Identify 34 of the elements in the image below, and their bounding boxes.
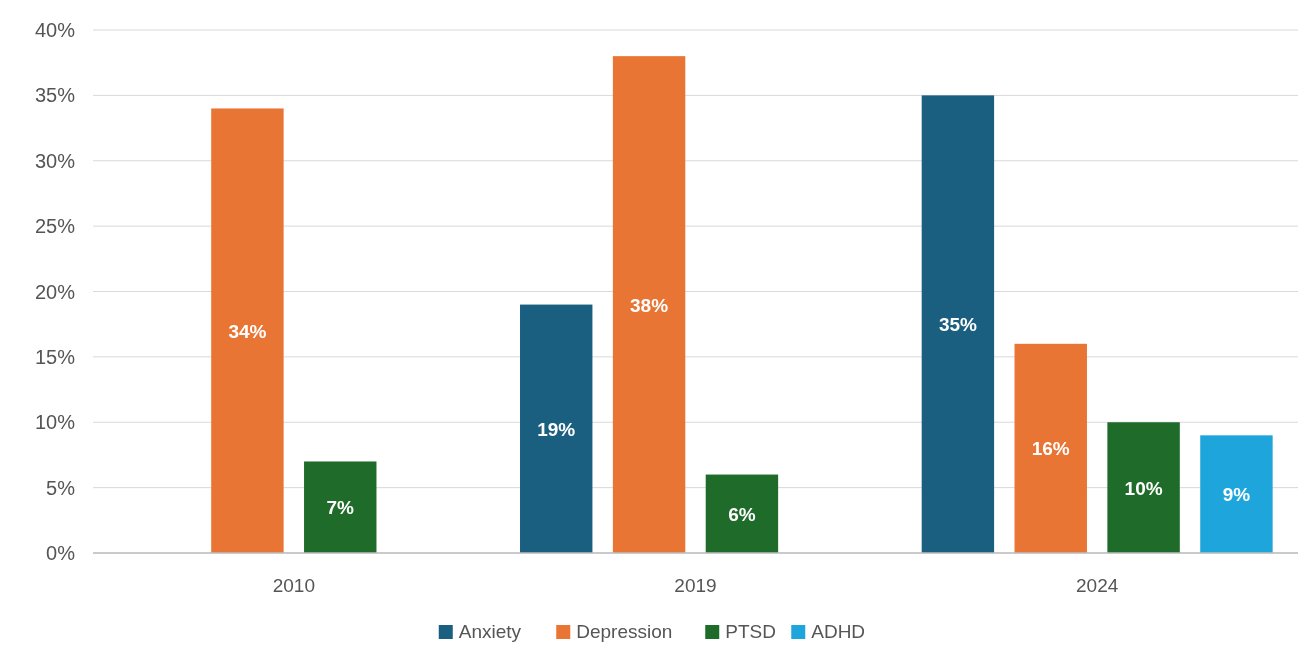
bar bbox=[1200, 435, 1273, 553]
text: 38% bbox=[630, 294, 669, 316]
y-tick-label: 40% bbox=[34, 19, 76, 41]
x-tick-label: 2019 bbox=[674, 575, 717, 596]
bar bbox=[612, 56, 686, 553]
bar bbox=[211, 108, 284, 553]
text: 35% bbox=[938, 314, 977, 336]
text: 6% bbox=[728, 503, 756, 525]
y-tick-label: 35% bbox=[34, 84, 76, 107]
y-tick-label: 20% bbox=[34, 280, 76, 303]
legend-label: Depression bbox=[576, 621, 673, 642]
y-tick-label: 5% bbox=[46, 476, 76, 499]
bar bbox=[520, 304, 593, 553]
legend-label: Anxiety bbox=[458, 621, 522, 642]
bar bbox=[1014, 343, 1087, 553]
y-tick-label: 0% bbox=[46, 542, 76, 564]
text: 34% bbox=[228, 320, 267, 342]
bar bbox=[921, 95, 995, 553]
y-tick-label: 30% bbox=[34, 149, 76, 172]
y-tick-label: 15% bbox=[34, 345, 76, 368]
legend-label: ADHD bbox=[811, 621, 866, 642]
text: 9% bbox=[1222, 484, 1251, 506]
text: 16% bbox=[1031, 438, 1070, 460]
bar bbox=[304, 461, 377, 553]
x-tick-label: 2010 bbox=[272, 575, 315, 596]
text: 7% bbox=[326, 497, 354, 519]
text: 10% bbox=[1124, 477, 1163, 499]
bar bbox=[1107, 422, 1180, 553]
legend-label: PTSD bbox=[725, 621, 776, 642]
bar bbox=[705, 474, 779, 553]
text: 19% bbox=[537, 418, 576, 440]
y-tick-label: 25% bbox=[34, 215, 76, 238]
x-tick-label: 2024 bbox=[1076, 575, 1119, 596]
y-tick-label: 10% bbox=[34, 411, 76, 434]
